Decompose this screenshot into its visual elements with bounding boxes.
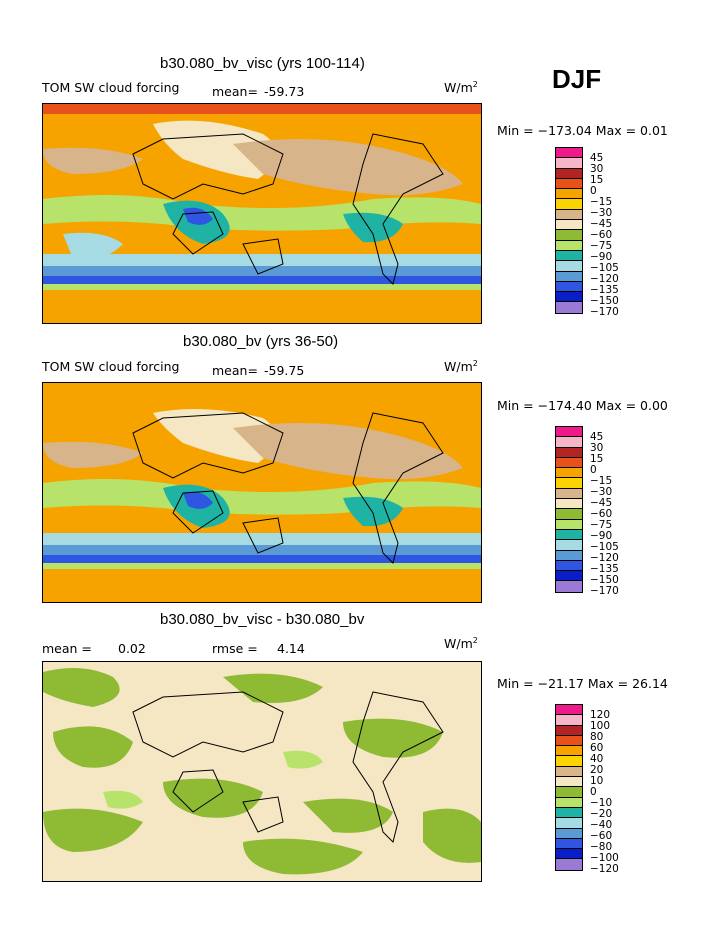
colorbar-tick-label: −105	[590, 541, 619, 553]
colorbar-tick-label: −80	[590, 841, 613, 853]
colorbar-tick-label: 0	[590, 185, 597, 197]
panel2-colorbar	[555, 426, 583, 593]
colorbar-tick-label: 80	[590, 731, 604, 743]
panel3-colorbar	[555, 704, 583, 871]
panel2-map	[42, 382, 482, 603]
colorbar-tick-label: 45	[590, 431, 604, 443]
panel2-minmax: Min = −174.40 Max = 0.00	[497, 398, 668, 413]
colorbar-tick-label: −120	[590, 552, 619, 564]
colorbar-tick-label: 20	[590, 764, 604, 776]
panel1-mean-label: mean=	[212, 84, 258, 99]
panel2-contour-map	[43, 383, 481, 602]
colorbar-tick-label: −45	[590, 497, 613, 509]
colorbar-tick-label: 100	[590, 720, 611, 732]
colorbar-tick-label: −45	[590, 218, 613, 230]
panel3-units: W/m2	[444, 636, 478, 652]
panel3-mean-label: mean =	[42, 641, 92, 656]
panel2-units: W/m2	[444, 359, 478, 375]
panel3-mean-value: 0.02	[118, 641, 146, 656]
panel1-mean-value: -59.73	[264, 84, 305, 99]
colorbar-tick-label: −100	[590, 852, 619, 864]
panel1-units: W/m2	[444, 80, 478, 96]
colorbar-tick-label: −170	[590, 306, 619, 318]
panel1-minmax: Min = −173.04 Max = 0.01	[497, 123, 668, 138]
season-label: DJF	[552, 64, 602, 94]
colorbar-tick-label: −60	[590, 229, 613, 241]
panel3-minmax: Min = −21.17 Max = 26.14	[497, 676, 668, 691]
panel2-colorbar-labels: 45 30 15 0 −15 −30 −45 −60 −75 −90 −105 −120 −13…	[590, 432, 619, 597]
panel2-variable-label: TOM SW cloud forcing	[42, 359, 180, 374]
panel2-title: b30.080_bv (yrs 36-50)	[183, 333, 339, 350]
panel2-mean-value: -59.75	[264, 363, 305, 378]
colorbar-tick-label: 10	[590, 775, 604, 787]
colorbar-tick-label: −15	[590, 475, 613, 487]
colorbar-tick-label: −20	[590, 808, 613, 820]
colorbar-tick-label: 60	[590, 742, 604, 754]
colorbar-tick-label: −150	[590, 574, 619, 586]
colorbar-tick-label: −30	[590, 486, 613, 498]
colorbar-tick-label: −135	[590, 284, 619, 296]
colorbar-tick-label: −60	[590, 508, 613, 520]
panel1-colorbar	[555, 147, 583, 314]
panel3-colorbar-labels: 120 100 80 60 40 20 10 0 −10 −20 −40 −60 −80 −100…	[590, 710, 619, 875]
colorbar-tick-label: 30	[590, 163, 604, 175]
colorbar-tick-label: 30	[590, 442, 604, 454]
colorbar-tick-label: −135	[590, 563, 619, 575]
panel3-rmse-value: 4.14	[277, 641, 305, 656]
panel1-map	[42, 103, 482, 324]
colorbar-tick-label: −120	[590, 273, 619, 285]
colorbar-tick-label: −10	[590, 797, 613, 809]
colorbar-tick-label: −75	[590, 519, 613, 531]
panel3-title: b30.080_bv_visc - b30.080_bv	[160, 611, 365, 628]
panel3-map	[42, 661, 482, 882]
colorbar-tick-label: −90	[590, 251, 613, 263]
colorbar-tick-label: −90	[590, 530, 613, 542]
colorbar-tick-label: 0	[590, 786, 597, 798]
colorbar-tick-label: 15	[590, 174, 604, 186]
colorbar-tick-label: −60	[590, 830, 613, 842]
colorbar-tick-label: 120	[590, 709, 611, 721]
panel3-contour-map	[43, 662, 481, 881]
colorbar-tick-label: −170	[590, 585, 619, 597]
colorbar-tick-label: −120	[590, 863, 619, 875]
panel1-title: b30.080_bv_visc (yrs 100-114)	[160, 55, 365, 72]
colorbar-tick-label: 0	[590, 464, 597, 476]
colorbar-tick-label: 40	[590, 753, 604, 765]
panel1-variable-label: TOM SW cloud forcing	[42, 80, 180, 95]
colorbar-tick-label: −105	[590, 262, 619, 274]
colorbar-tick-label: 15	[590, 453, 604, 465]
colorbar-tick-label: −15	[590, 196, 613, 208]
panel1-colorbar-labels: 45 30 15 0 −15 −30 −45 −60 −75 −90 −105 −120 −13…	[590, 153, 619, 318]
panel3-rmse-label: rmse =	[212, 641, 258, 656]
colorbar-tick-label: −150	[590, 295, 619, 307]
panel1-contour-map	[43, 104, 481, 323]
colorbar-tick-label: −30	[590, 207, 613, 219]
panel2-mean-label: mean=	[212, 363, 258, 378]
colorbar-tick-label: −75	[590, 240, 613, 252]
colorbar-tick-label: −40	[590, 819, 613, 831]
colorbar-tick-label: 45	[590, 152, 604, 164]
